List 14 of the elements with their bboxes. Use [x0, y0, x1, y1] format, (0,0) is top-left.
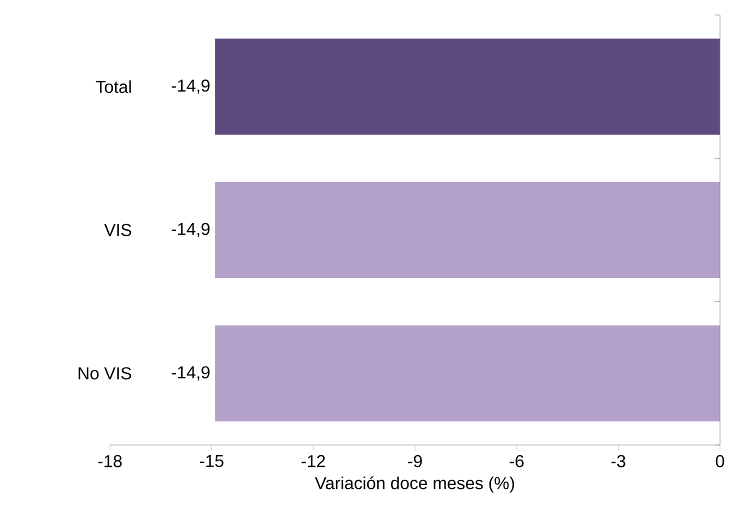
x-tick-label: -6	[510, 455, 524, 468]
y-tick-label: No VIS	[78, 367, 132, 380]
x-tick-label: 0	[716, 455, 724, 468]
x-axis-title: Variación doce meses (%)	[314, 476, 514, 493]
x-tick-label: -12	[302, 455, 325, 468]
x-tick-label: -9	[408, 455, 422, 468]
data-label: -14,9	[172, 80, 210, 94]
x-tick-label: -15	[200, 455, 224, 468]
data-label: -14,9	[172, 366, 210, 380]
x-tick-label: -18	[98, 455, 122, 468]
y-tick-label: VIS	[104, 224, 132, 236]
y-tick-label: Total	[96, 80, 131, 94]
x-tick-label: -3	[611, 455, 626, 468]
data-label: -14,9	[172, 222, 210, 238]
